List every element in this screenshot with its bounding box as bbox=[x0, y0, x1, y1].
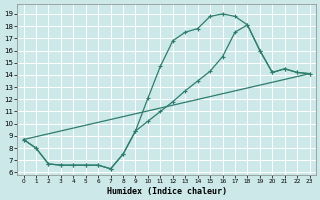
X-axis label: Humidex (Indice chaleur): Humidex (Indice chaleur) bbox=[107, 187, 227, 196]
